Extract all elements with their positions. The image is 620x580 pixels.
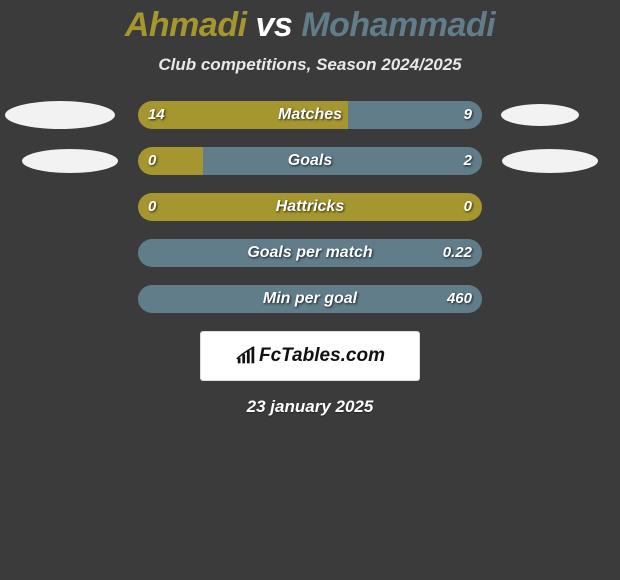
stat-row: Matches149 (0, 101, 620, 129)
logo-text: FcTables.com (259, 345, 385, 367)
stat-bar-left (138, 147, 203, 175)
logo-box[interactable]: FcTables.com (200, 331, 420, 381)
page-title: Ahmadi vs Mohammadi (0, 6, 620, 45)
player-left-name: Ahmadi (125, 6, 247, 44)
logo-inner: FcTables.com (235, 345, 385, 367)
stat-bar-container (138, 285, 482, 313)
stat-rows-container: Matches149 Goals02 Hattricks00 Goals per ma… (0, 101, 620, 313)
stat-bar-container (138, 147, 482, 175)
stat-bar-container (138, 101, 482, 129)
stat-bar-left (138, 193, 482, 221)
title-vs: vs (256, 6, 293, 44)
stat-row: Hattricks00 (0, 193, 620, 221)
stat-row: Goals per match0.22 (0, 239, 620, 267)
player-right-name: Mohammadi (301, 6, 495, 44)
stat-bar-left (138, 101, 348, 129)
stat-bar-right (203, 147, 482, 175)
stat-row: Goals02 (0, 147, 620, 175)
stat-bar-right (138, 285, 482, 313)
stat-row: Min per goal460 (0, 285, 620, 313)
subtitle: Club competitions, Season 2024/2025 (0, 55, 620, 75)
stat-bar-right (138, 239, 482, 267)
stat-bar-container (138, 239, 482, 267)
stat-bar-right (348, 101, 482, 129)
stat-bar-container (138, 193, 482, 221)
footer-date: 23 january 2025 (0, 397, 620, 417)
bar-chart-icon (235, 345, 257, 367)
